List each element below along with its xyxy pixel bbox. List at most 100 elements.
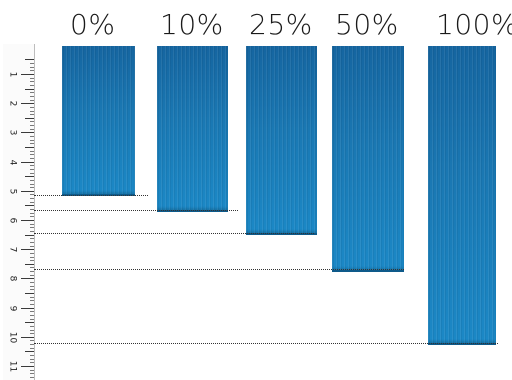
ruler-tick [30, 267, 34, 269]
ruler-tick [21, 161, 34, 163]
ruler-tick [30, 311, 34, 313]
fabric-strip-10-percent [157, 46, 228, 212]
ruler-tick [30, 376, 34, 378]
ruler-tick [25, 117, 34, 119]
ruler-tick [25, 263, 34, 265]
ruler-tick [30, 139, 34, 141]
ruler-tick [21, 366, 34, 367]
ruler: 1 2 3 4 5 6 7 8 9 10 11 [3, 44, 35, 380]
ruler-tick [30, 106, 34, 108]
ruler-tick [30, 209, 34, 210]
ruler-tick [30, 347, 34, 349]
ruler-tick [25, 205, 34, 207]
ruler-tick [30, 245, 34, 247]
ruler-tick [30, 274, 34, 276]
guide-line-100-percent [34, 343, 498, 344]
ruler-number: 6 [7, 217, 18, 224]
label-100-percent: 100% [436, 8, 512, 41]
ruler-tick [30, 172, 34, 174]
ruler-tick [30, 355, 34, 357]
ruler-tick [30, 256, 34, 258]
label-50-percent: 50% [335, 8, 399, 41]
ruler-tick [30, 300, 34, 302]
ruler-tick [30, 201, 34, 203]
ruler-tick [25, 322, 34, 324]
ruler-number: 7 [7, 246, 18, 253]
ruler-tick [30, 369, 34, 371]
ruler-tick [30, 85, 34, 86]
ruler-tick [30, 187, 34, 189]
fabric-strip-50-percent [332, 46, 404, 272]
ruler-tick [25, 351, 34, 353]
ruler-tick [30, 325, 34, 327]
ruler-tick [30, 77, 34, 79]
ruler-tick [30, 285, 34, 287]
ruler-tick [30, 216, 34, 218]
ruler-tick [30, 150, 34, 152]
ruler-tick [21, 249, 34, 251]
ruler-number: 10 [7, 331, 18, 344]
ruler-tick [30, 314, 34, 316]
ruler-tick [30, 358, 34, 360]
ruler-tick [30, 194, 34, 196]
ruler-tick [25, 176, 34, 178]
guide-line-50-percent [34, 269, 404, 270]
ruler-tick [30, 212, 34, 214]
fabric-strip-100-percent [428, 46, 496, 345]
ruler-tick [21, 190, 34, 192]
ruler-tick [30, 110, 34, 112]
ruler-tick [30, 303, 34, 305]
ruler-tick [21, 132, 34, 134]
ruler-tick [30, 128, 34, 130]
ruler-tick [30, 66, 34, 68]
ruler-tick [30, 260, 34, 262]
guide-line-25-percent [34, 233, 314, 234]
ruler-tick [30, 252, 34, 254]
ruler-tick [30, 223, 34, 225]
ruler-tick [30, 241, 34, 243]
ruler-number: 9 [7, 305, 18, 311]
ruler-tick [30, 296, 34, 298]
ruler-tick [30, 318, 34, 320]
fabric-strip-0-percent [62, 46, 135, 196]
ruler-tick [30, 282, 34, 283]
ruler-tick [30, 373, 34, 375]
ruler-tick [30, 99, 34, 101]
ruler-tick [25, 88, 34, 90]
ruler-tick [25, 234, 34, 236]
label-0-percent: 0% [70, 8, 116, 41]
ruler-tick [30, 230, 34, 232]
ruler-tick [30, 238, 34, 240]
ruler-tick [25, 147, 34, 148]
ruler-tick [30, 114, 34, 116]
ruler-tick [30, 179, 34, 181]
label-10-percent: 10% [160, 8, 224, 41]
ruler-tick [30, 183, 34, 185]
ruler-tick [30, 227, 34, 229]
ruler-tick [30, 198, 34, 200]
ruler-tick [30, 92, 34, 94]
label-25-percent: 25% [249, 8, 313, 41]
ruler-tick [30, 340, 34, 342]
ruler-tick [30, 63, 34, 64]
ruler-number: 2 [7, 100, 18, 107]
ruler-tick [30, 165, 34, 167]
ruler-tick [21, 74, 34, 75]
ruler-tick [30, 344, 34, 346]
ruler-number: 5 [7, 188, 18, 195]
ruler-tick [30, 121, 34, 123]
ruler-tick [30, 329, 34, 331]
fabric-strip-25-percent [246, 46, 317, 235]
ruler-tick [21, 103, 34, 105]
ruler-number: 3 [7, 130, 18, 136]
ruler-tick [30, 271, 34, 273]
ruler-tick [30, 70, 34, 72]
ruler-tick [30, 157, 34, 159]
ruler-tick [30, 168, 34, 170]
ruler-number: 11 [7, 360, 18, 373]
ruler-tick [21, 278, 34, 280]
ruler-number: 8 [7, 276, 18, 282]
ruler-tick [30, 154, 34, 156]
ruler-tick [30, 95, 34, 97]
ruler-tick [21, 336, 34, 338]
